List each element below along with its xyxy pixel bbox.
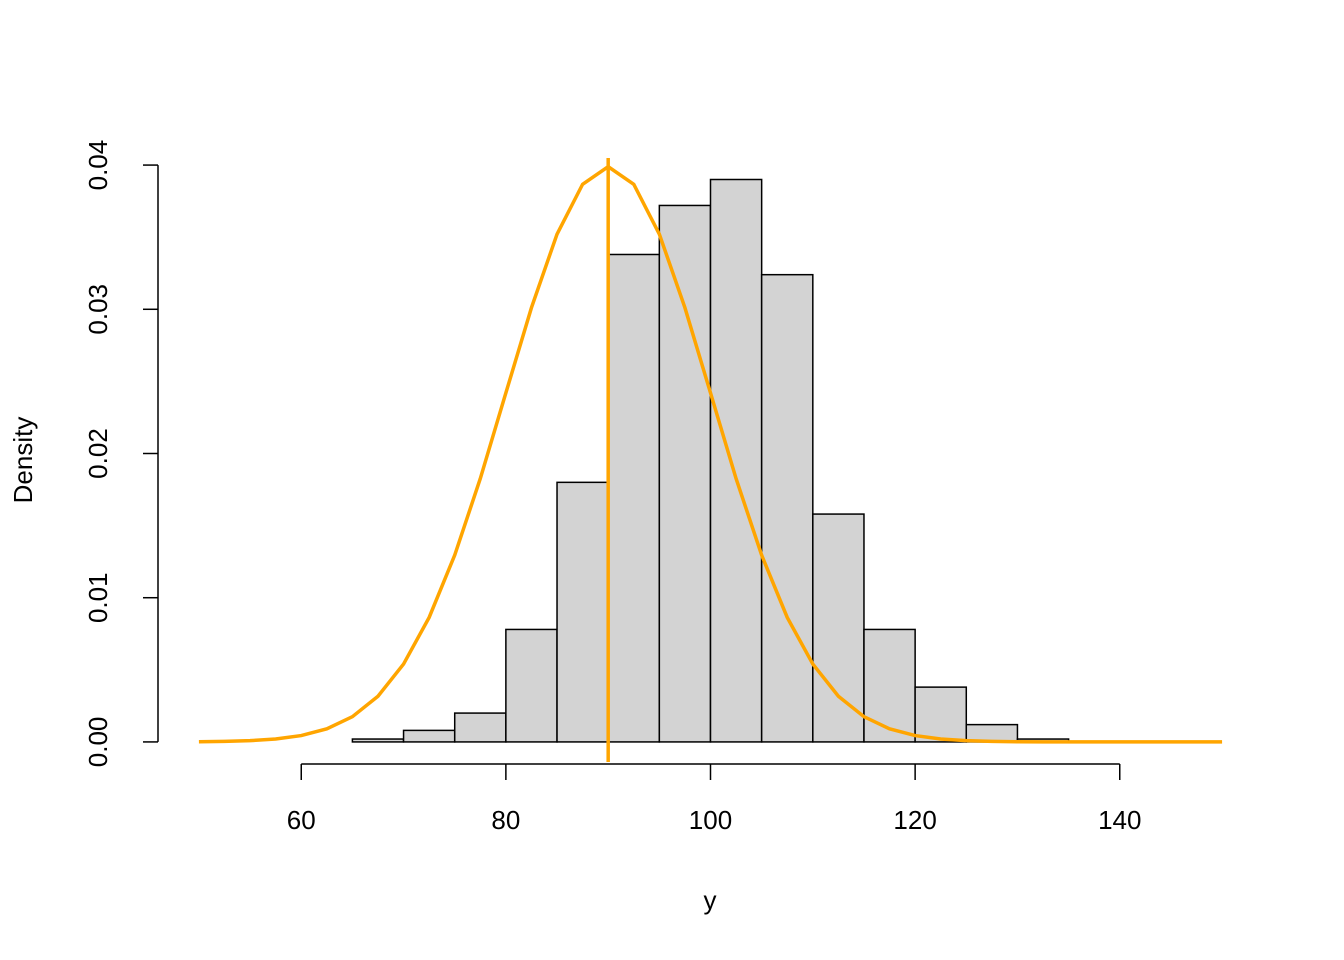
density-curve: [198, 164, 1223, 744]
bar: [453, 712, 507, 743]
x-tick-label: 140: [1098, 805, 1141, 835]
x-tick-label: 60: [287, 805, 316, 835]
x-tick-label: 100: [689, 805, 732, 835]
bar: [760, 273, 814, 743]
bar: [863, 628, 916, 743]
y-tick-label: 0.00: [83, 717, 113, 768]
x-axis-label: y: [704, 885, 717, 915]
x-tick-label: 80: [491, 805, 520, 835]
x-tick-label: 120: [893, 805, 936, 835]
bar: [607, 253, 661, 743]
y-tick-label: 0.01: [83, 572, 113, 623]
bar: [914, 686, 968, 743]
bar: [402, 729, 456, 743]
y-tick-label: 0.03: [83, 284, 113, 335]
bar: [351, 738, 405, 743]
bar: [505, 628, 558, 743]
y-axis-label: Density: [8, 417, 38, 504]
bar: [658, 204, 712, 743]
y-tick-label: 0.02: [83, 428, 113, 479]
bar: [812, 513, 865, 743]
bar: [709, 178, 763, 743]
bar: [556, 481, 609, 743]
y-tick-label: 0.04: [83, 140, 113, 191]
